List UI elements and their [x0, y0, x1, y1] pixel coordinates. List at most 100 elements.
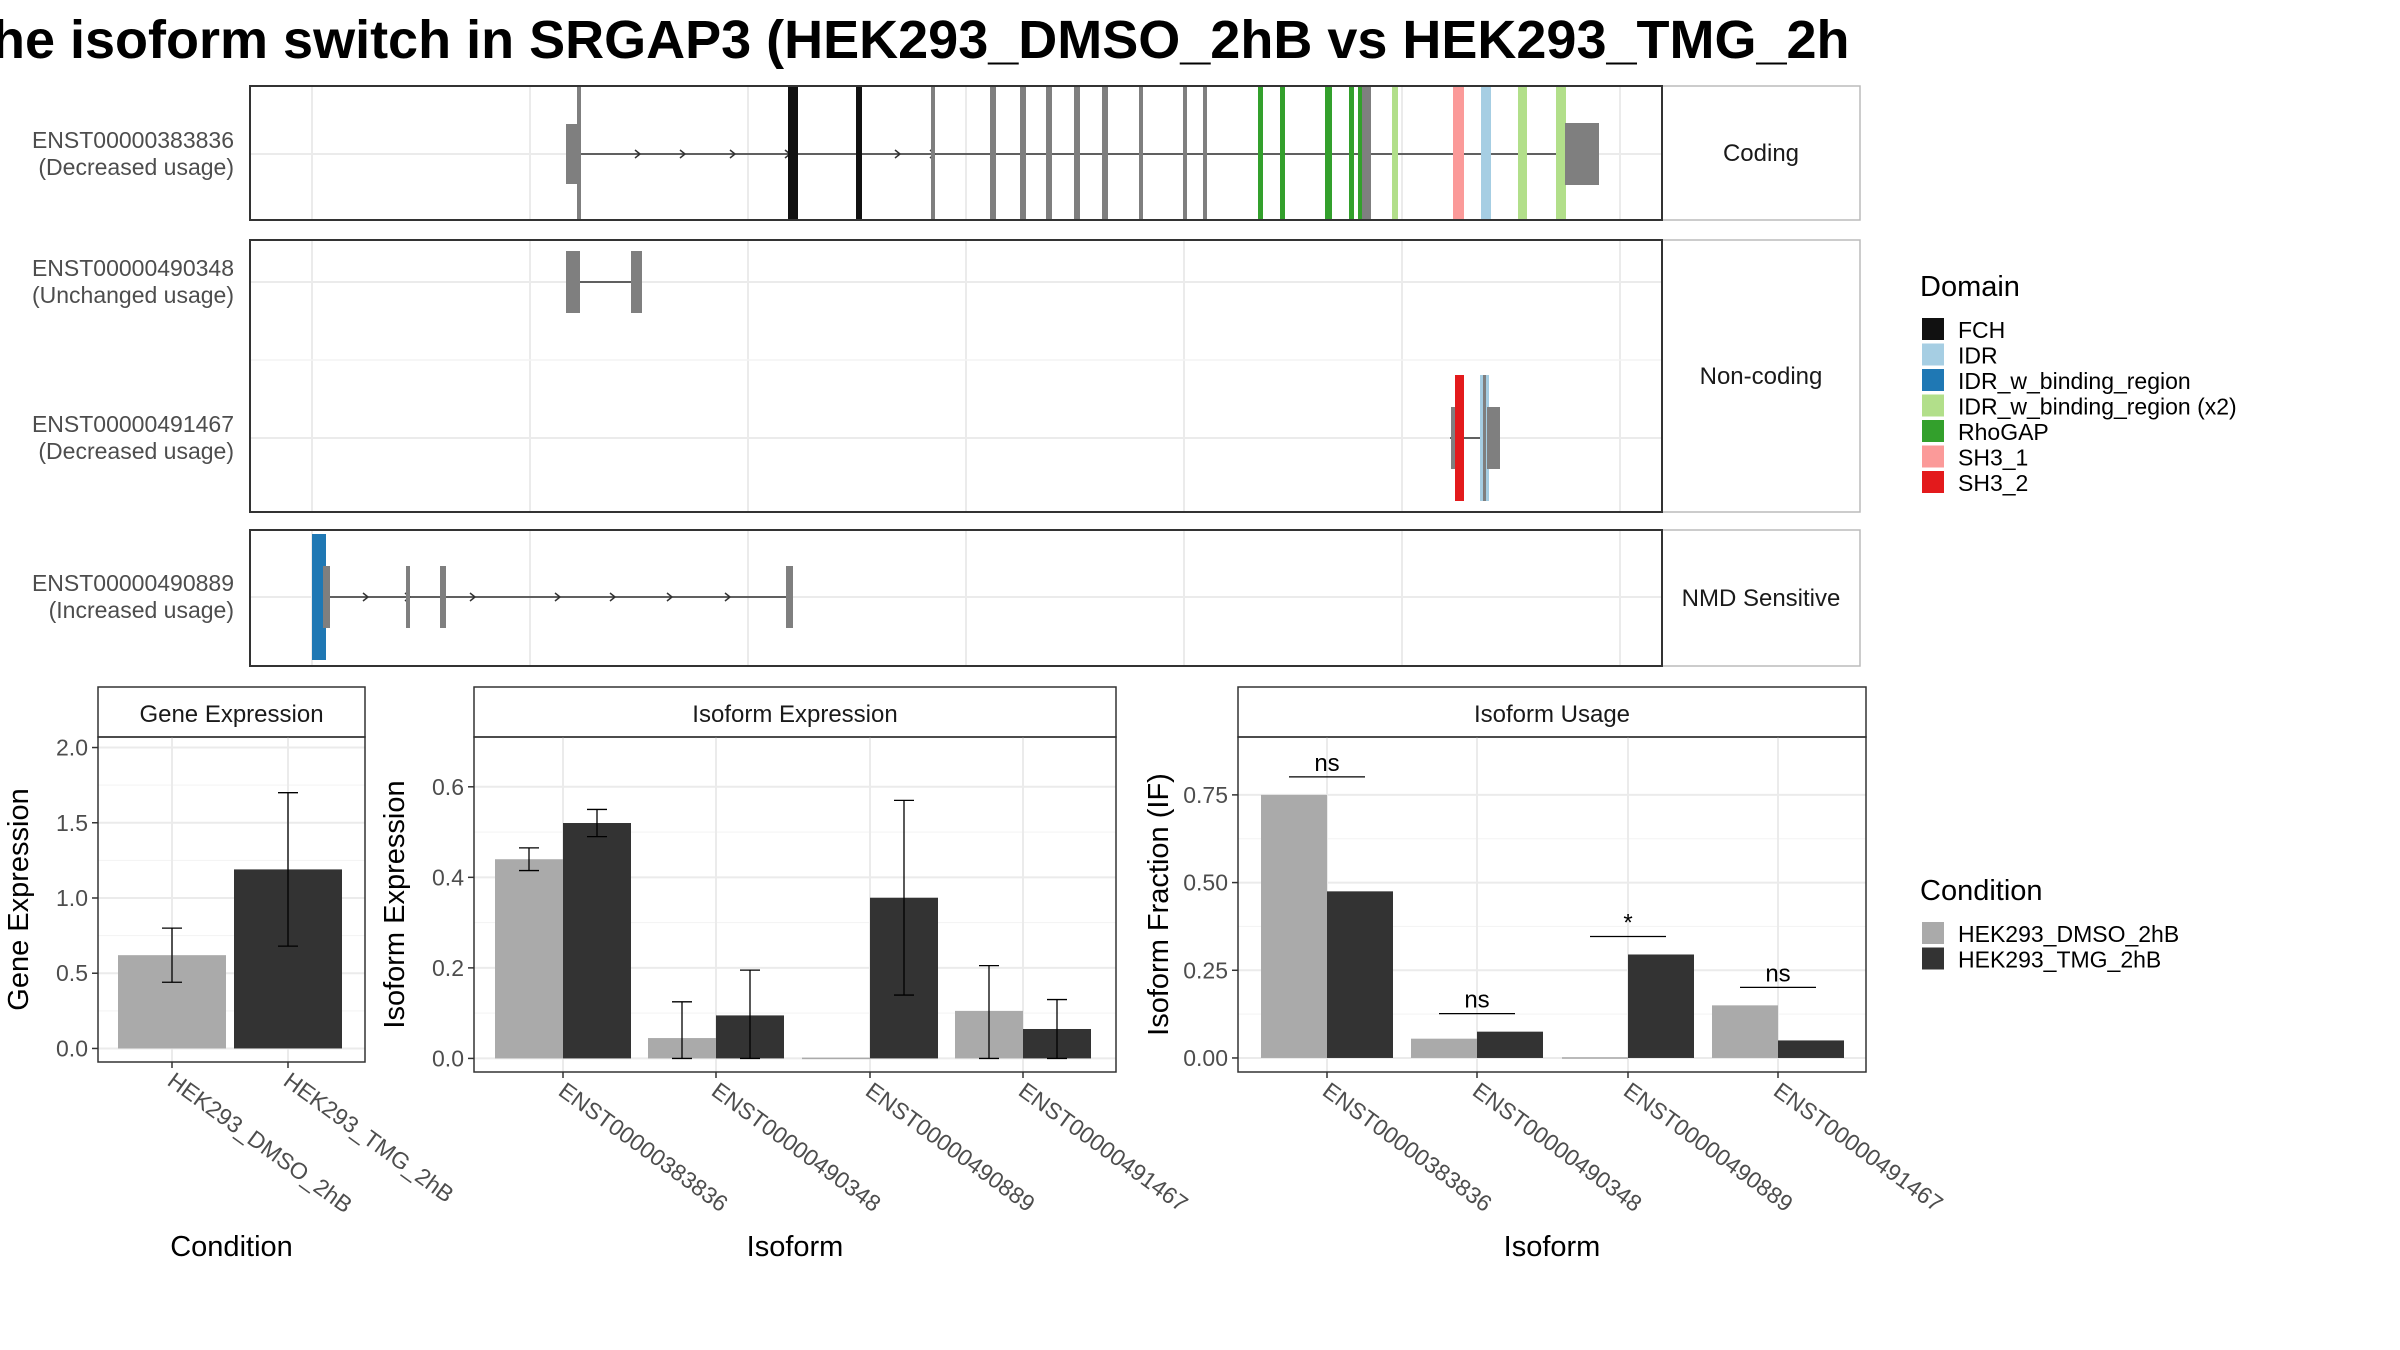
exon	[1139, 87, 1143, 221]
transcript-id-label: ENST00000490889	[32, 570, 234, 596]
chart-title-strip	[97, 686, 366, 738]
transcript-panel-bg	[250, 240, 1662, 512]
domain-legend-key	[1922, 369, 1944, 391]
y-axis-title: Isoform Expression	[379, 780, 411, 1028]
exon	[1258, 87, 1263, 221]
y-tick-label: 0.75	[1183, 782, 1228, 808]
transcript-usage-label: (Unchanged usage)	[32, 282, 234, 308]
facet-strip	[1661, 529, 1861, 667]
y-tick-label: 0.0	[56, 1035, 88, 1061]
domain-legend-key	[1922, 420, 1944, 442]
transcript-panel-border	[249, 529, 1663, 667]
domain-legend-label: IDR_w_binding_region (x2)	[1958, 394, 2237, 420]
bar	[1712, 1005, 1778, 1058]
y-axis-title: Gene Expression	[3, 788, 35, 1010]
exon	[1203, 87, 1207, 221]
exon	[1565, 123, 1599, 185]
exon	[931, 87, 935, 221]
figure-title: he isoform switch in SRGAP3 (HEK293_DMSO…	[0, 10, 1850, 70]
exon	[577, 87, 581, 221]
transcript-id-label: ENST00000491467	[32, 411, 234, 437]
exon	[1074, 87, 1080, 221]
y-tick-label: 2.0	[56, 735, 88, 761]
domain-legend-key	[1922, 471, 1944, 493]
plot-border	[1237, 736, 1867, 1073]
exon	[566, 251, 580, 313]
exon	[1455, 375, 1464, 501]
condition-legend-title: Condition	[1920, 875, 2043, 907]
x-tick-label: ENST00000490889	[861, 1077, 1040, 1217]
exon	[1046, 87, 1052, 221]
bar	[563, 823, 631, 1059]
y-tick-label: 1.0	[56, 885, 88, 911]
intron-direction-arrow	[679, 149, 687, 159]
exon	[440, 566, 446, 628]
exon	[1325, 87, 1332, 221]
bar	[1261, 794, 1327, 1058]
exon	[1362, 87, 1371, 221]
x-axis-title: Isoform	[747, 1231, 844, 1263]
expression-charts: Gene Expression 0.0 0.5 1.0 1.5 2.0 HEK293_DMS…	[3, 686, 1948, 1263]
exon	[1556, 87, 1566, 221]
x-tick-label: HEK293_DMSO_2hB	[163, 1067, 357, 1218]
exon	[406, 566, 410, 628]
domain-legend-label: FCH	[1958, 317, 2005, 343]
exon	[1487, 407, 1500, 469]
x-axis-title: Isoform	[1504, 1231, 1601, 1263]
significance-label: ns	[1464, 987, 1489, 1014]
y-tick-label: 0.4	[432, 864, 464, 890]
y-tick-label: 0.25	[1183, 957, 1228, 983]
exon	[1280, 87, 1285, 221]
exon	[631, 251, 642, 313]
exon	[1451, 407, 1457, 469]
y-tick-label: 0.50	[1183, 870, 1228, 896]
domain-legend-label: SH3_1	[1958, 445, 2028, 471]
chart-title-strip	[1237, 686, 1867, 738]
significance-label: ns	[1314, 750, 1339, 777]
intron-direction-arrow	[724, 592, 732, 602]
exon	[1020, 87, 1026, 221]
intron-direction-arrow	[554, 592, 562, 602]
condition-legend-label: HEK293_DMSO_2hB	[1958, 921, 2179, 947]
exon	[1481, 87, 1491, 221]
facet-strip-label: NMD Sensitive	[1682, 585, 1841, 612]
y-tick-label: 0.0	[432, 1045, 464, 1071]
transcript-usage-label: (Increased usage)	[49, 597, 234, 623]
plot-border	[97, 736, 366, 1063]
intron-direction-arrow	[469, 592, 477, 602]
bar	[1327, 891, 1393, 1058]
exon	[1183, 87, 1187, 221]
intron-direction-arrow	[634, 149, 642, 159]
bar	[1477, 1031, 1543, 1058]
y-axis-title: Isoform Fraction (IF)	[1143, 773, 1175, 1036]
exon	[1483, 375, 1486, 501]
significance-label: ns	[1765, 960, 1790, 987]
y-tick-label: 1.5	[56, 810, 88, 836]
x-axis-title: Condition	[170, 1231, 293, 1263]
facet-strip	[1661, 239, 1861, 513]
transcript-id-label: ENST00000490348	[32, 255, 234, 281]
intron-direction-arrow	[362, 592, 370, 602]
domain-legend-label: IDR	[1958, 343, 1998, 369]
transcript-usage-label: (Decreased usage)	[38, 154, 234, 180]
transcript-panel-border	[249, 85, 1663, 221]
chart-title: Gene Expression	[139, 701, 323, 728]
y-tick-label: 0.5	[56, 960, 88, 986]
intron-direction-arrow	[894, 149, 902, 159]
exon	[1453, 87, 1464, 221]
exon	[312, 534, 326, 660]
y-tick-label: 0.6	[432, 774, 464, 800]
exon	[323, 566, 330, 628]
exon	[1518, 87, 1527, 221]
domain-legend-label: RhoGAP	[1958, 419, 2049, 445]
transcript-id-label: ENST00000383836	[32, 127, 234, 153]
facet-strip	[1661, 85, 1861, 221]
exon	[1392, 87, 1398, 221]
domain-legend-label: SH3_2	[1958, 470, 2028, 496]
domain-legend-title: Domain	[1920, 271, 2020, 303]
x-tick-label: ENST00000490348	[707, 1077, 886, 1217]
transcript-panel-border	[249, 239, 1663, 513]
exon	[566, 124, 578, 184]
